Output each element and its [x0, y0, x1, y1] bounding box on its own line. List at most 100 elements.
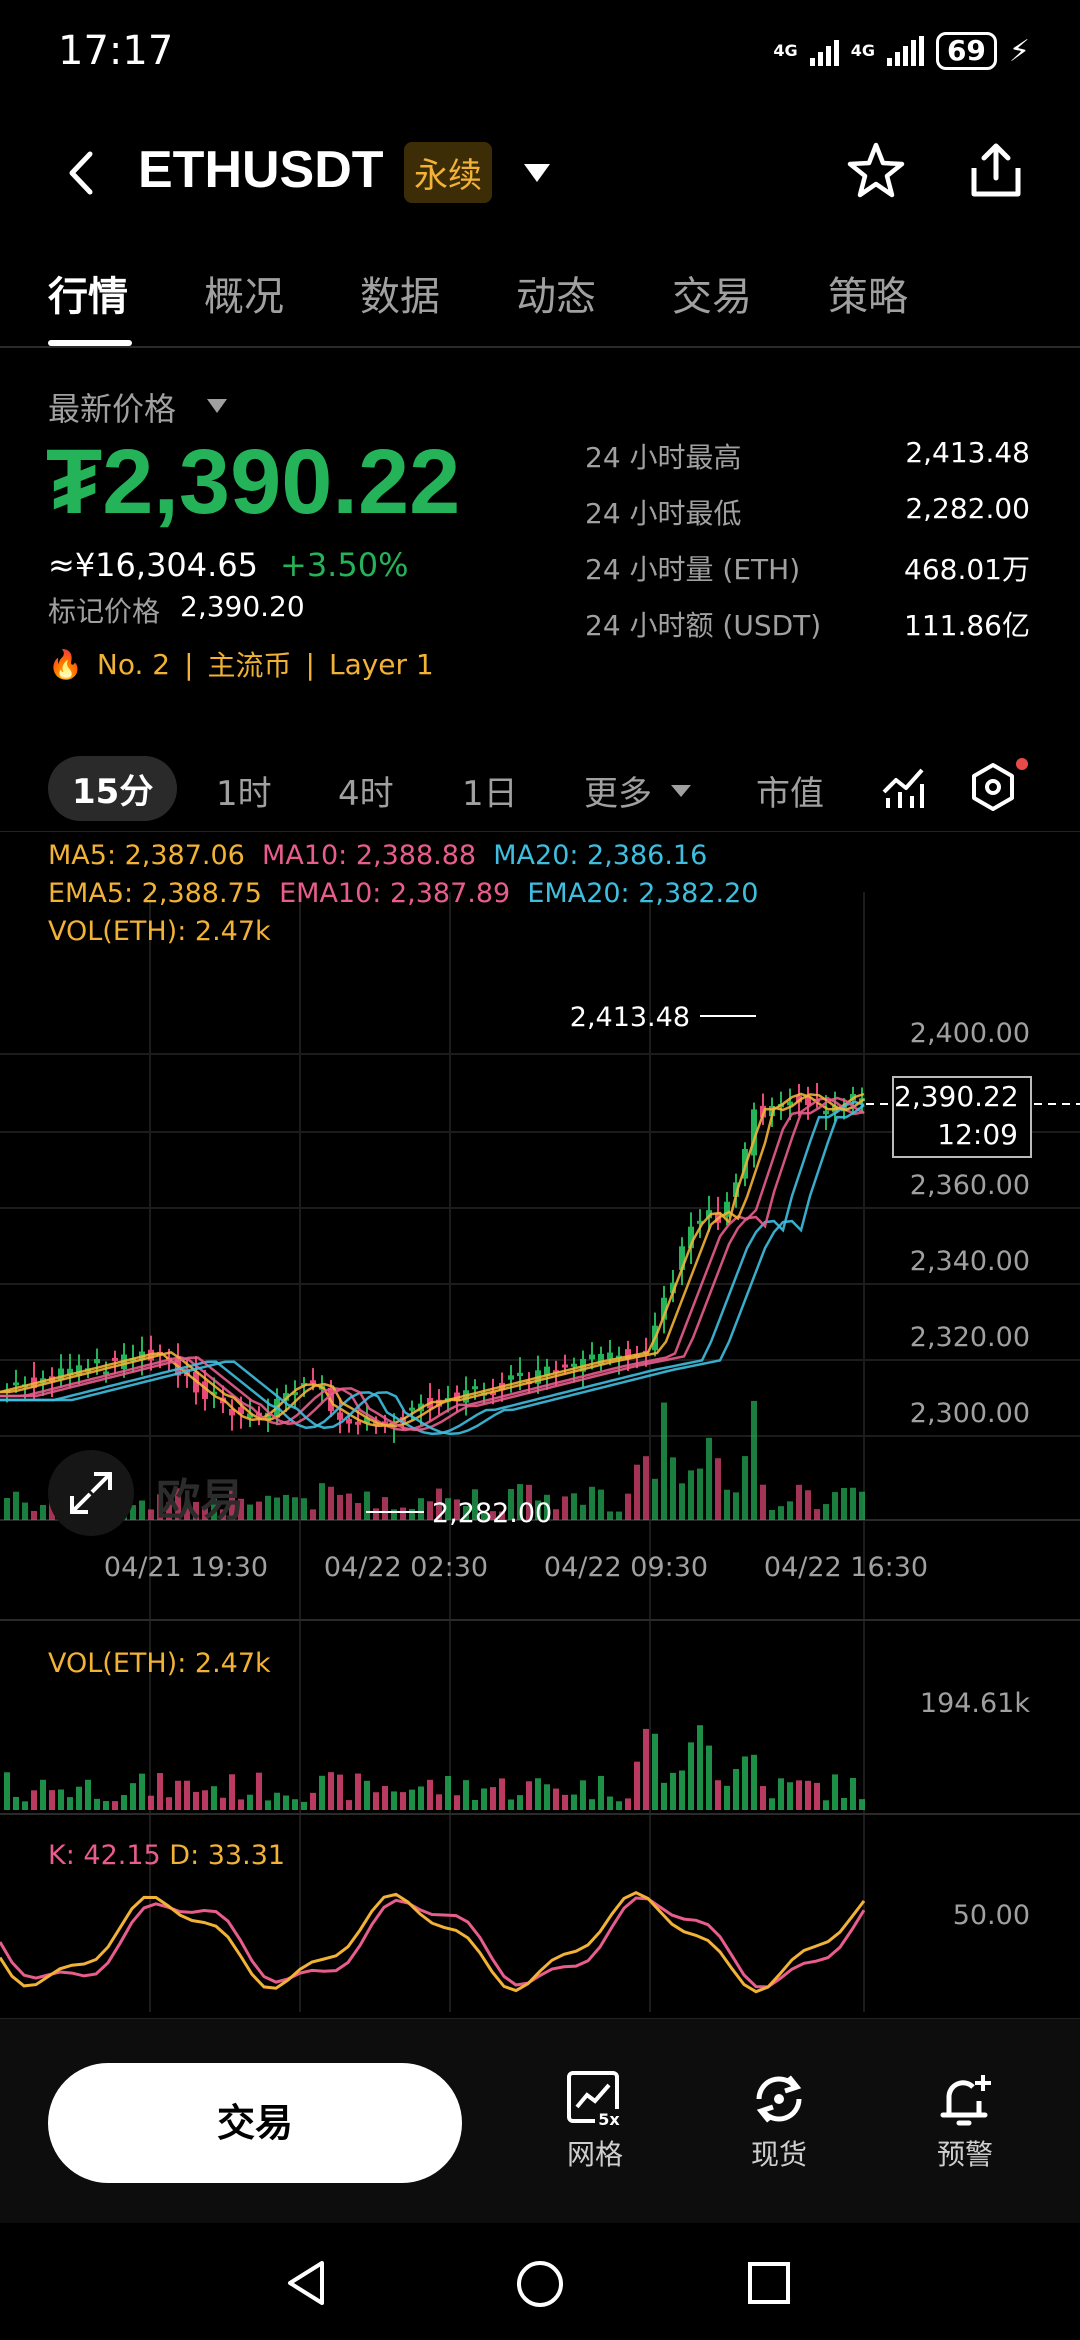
pair-title[interactable]: ETHUSDT	[138, 141, 384, 199]
volume-bar	[202, 1508, 208, 1520]
volume-bar	[40, 1779, 46, 1810]
candle	[292, 1392, 298, 1396]
share-icon[interactable]	[964, 138, 1028, 202]
tab-data[interactable]: 数据	[360, 274, 440, 320]
price-axis-label: 2,340.00	[910, 1246, 1030, 1277]
rank-tag[interactable]: No. 2	[96, 647, 171, 681]
spot-label: 现货	[750, 2138, 807, 2171]
nav-back-icon[interactable]	[282, 2258, 332, 2308]
volume-bar	[634, 1464, 640, 1520]
stat-label: 24 小时最高	[585, 441, 742, 474]
volume-bar	[508, 1799, 514, 1810]
category-tag[interactable]: 主流币	[207, 649, 292, 682]
volume-bar	[607, 1796, 613, 1810]
grid-bot-button[interactable]: 5x 网格	[540, 2069, 650, 2173]
candle	[796, 1095, 802, 1103]
swap-icon	[756, 2075, 802, 2123]
stat-row: 24 小时最高 2,413.48	[585, 436, 1030, 492]
price-axis-label: 2,400.00	[910, 1018, 1030, 1049]
volume-bar	[220, 1797, 226, 1810]
nav-recents-icon[interactable]	[746, 2260, 792, 2306]
interval-1h[interactable]: 1时	[216, 774, 272, 814]
market-cap-toggle[interactable]: 市值	[756, 774, 824, 814]
volume-bar	[4, 1772, 10, 1810]
moving-average-line	[0, 1100, 865, 1436]
volume-bar	[571, 1794, 577, 1810]
layer-tag[interactable]: Layer 1	[328, 647, 434, 681]
volume-bar	[490, 1511, 496, 1520]
back-icon[interactable]	[62, 148, 102, 198]
volume-bar	[85, 1779, 91, 1810]
volume-bar	[544, 1494, 550, 1520]
candle	[94, 1359, 100, 1364]
battery-icon: 69	[935, 32, 997, 70]
spot-button[interactable]: 现货	[724, 2069, 834, 2173]
volume-bar	[274, 1792, 280, 1810]
volume-bar	[670, 1457, 676, 1520]
volume-bar	[535, 1500, 541, 1520]
latest-price-label[interactable]: 最新价格	[48, 390, 177, 428]
candle	[607, 1352, 613, 1360]
stat-label: 24 小时最低	[585, 497, 742, 530]
nav-home-icon[interactable]	[514, 2258, 566, 2310]
volume-bar	[454, 1499, 460, 1520]
volume-bar	[841, 1488, 847, 1520]
volume-bar	[796, 1780, 802, 1810]
volume-bar	[418, 1786, 424, 1810]
tag-row: 🔥 No. 2 | 主流币 | Layer 1	[48, 644, 434, 684]
candle	[517, 1372, 523, 1377]
caret-down-icon[interactable]	[670, 784, 692, 798]
chart-type-icon[interactable]	[880, 762, 928, 810]
fullscreen-button[interactable]	[48, 1450, 134, 1536]
system-nav-bar	[0, 2224, 1080, 2340]
volume-bar	[427, 1501, 433, 1520]
time-axis-label: 04/22 16:30	[764, 1552, 928, 1583]
tab-market[interactable]: 行情	[48, 274, 128, 320]
tab-overview[interactable]: 概况	[204, 274, 284, 320]
volume-bar	[769, 1510, 775, 1520]
tab-feed[interactable]: 动态	[516, 274, 596, 320]
kline-chart-canvas[interactable]: 2,400.002,380.002,360.002,340.002,320.00…	[0, 832, 1080, 2012]
volume-bar	[400, 1792, 406, 1810]
candle	[490, 1392, 496, 1396]
volume-bar	[202, 1790, 208, 1810]
stat-value: 111.86亿	[904, 609, 1030, 642]
volume-bar	[472, 1489, 478, 1520]
caret-down-icon[interactable]	[206, 398, 228, 414]
volume-bar	[679, 1770, 685, 1810]
candle	[751, 1109, 757, 1156]
fire-icon: 🔥	[48, 647, 83, 681]
volume-bar	[751, 1754, 757, 1810]
interval-4h[interactable]: 4时	[338, 774, 394, 814]
alert-button[interactable]: 预警	[910, 2069, 1020, 2173]
volume-bar	[292, 1497, 298, 1520]
volume-bar	[220, 1509, 226, 1520]
tab-strategy[interactable]: 策略	[828, 274, 908, 320]
volume-bar	[580, 1504, 586, 1520]
network-indicator-2: 4G	[850, 41, 875, 60]
candle	[733, 1182, 739, 1197]
volume-bar	[715, 1458, 721, 1520]
bottom-action-bar: 交易 5x 网格 现货 预警	[0, 2018, 1080, 2223]
interval-1d[interactable]: 1日	[462, 774, 518, 814]
stat-label: 24 小时量 (ETH)	[585, 553, 801, 586]
kline-chart[interactable]: 2,400.002,380.002,360.002,340.002,320.00…	[0, 832, 1080, 2012]
tab-trade[interactable]: 交易	[672, 274, 752, 320]
chevron-down-icon[interactable]	[522, 162, 552, 184]
trade-button[interactable]: 交易	[48, 2063, 462, 2183]
volume-bar	[697, 1725, 703, 1810]
indicator-settings-icon[interactable]	[968, 762, 1018, 812]
volume-bar	[274, 1497, 280, 1520]
interval-more[interactable]: 更多	[584, 774, 652, 814]
time-axis-label: 04/22 09:30	[544, 1552, 708, 1583]
volume-bar	[589, 1799, 595, 1810]
volume-bar	[58, 1789, 64, 1810]
interval-15m[interactable]: 15分	[48, 756, 178, 821]
favorite-star-icon[interactable]	[845, 140, 907, 202]
ma20-value: MA20: 2,386.16	[493, 840, 708, 871]
candle	[211, 1391, 217, 1395]
notification-dot	[1016, 758, 1028, 770]
kd-legend: K: 42.15 D: 33.31	[48, 1840, 285, 1871]
volume-bar	[805, 1490, 811, 1520]
volume-bar	[247, 1794, 253, 1810]
